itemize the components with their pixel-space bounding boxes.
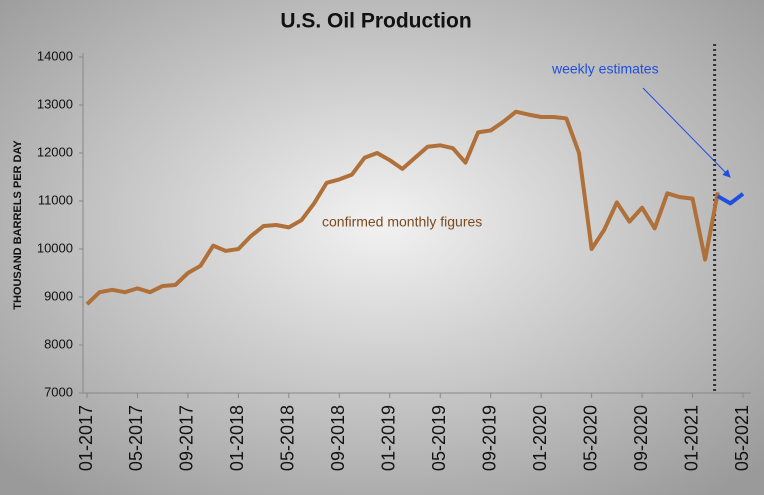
x-tick-label: 05-2019 — [429, 405, 449, 471]
y-tick-label: 12000 — [37, 144, 73, 159]
x-tick-label: 01-2021 — [681, 405, 701, 471]
x-tick-label: 09-2020 — [631, 405, 651, 471]
y-tick-label: 11000 — [38, 192, 73, 207]
annotation: weekly estimates — [551, 61, 659, 77]
x-tick-label: 01-2020 — [530, 405, 550, 471]
y-tick-label: 7000 — [44, 384, 73, 399]
x-tick-label: 01-2018 — [227, 405, 247, 471]
annotation: confirmed monthly figures — [322, 214, 482, 230]
y-axis-label: THOUSAND BARRELS PER DAY — [12, 140, 24, 310]
y-tick-label: 14000 — [37, 48, 73, 63]
x-tick-label: 01-2017 — [76, 405, 96, 471]
x-tick-label: 09-2019 — [479, 405, 499, 471]
y-tick-label: 8000 — [44, 336, 73, 351]
x-tick-label: 05-2017 — [126, 405, 146, 471]
line-series — [85, 109, 720, 306]
y-tick-label: 13000 — [37, 96, 73, 111]
x-tick-label: 05-2021 — [732, 405, 752, 471]
y-tick-label: 10000 — [37, 240, 73, 255]
x-tick-label: 09-2017 — [177, 405, 197, 471]
line-series — [716, 192, 745, 206]
annotation-arrow — [642, 87, 731, 178]
x-tick-label: 05-2020 — [580, 405, 600, 471]
chart-title: U.S. Oil Production — [280, 10, 471, 33]
x-tick-label: 05-2018 — [278, 405, 298, 471]
y-tick-label: 9000 — [44, 288, 73, 303]
x-tick-label: 01-2019 — [379, 405, 399, 471]
x-tick-label: 09-2018 — [328, 405, 348, 471]
